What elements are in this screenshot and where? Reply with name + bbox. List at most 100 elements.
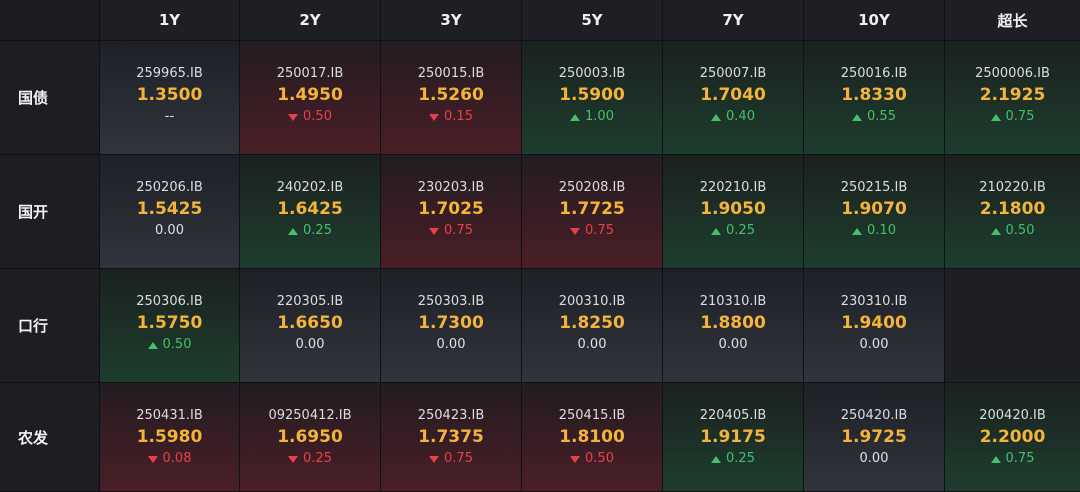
yield-value: 1.5425 [136,199,203,219]
quote-cell[interactable]: 200310.IB 1.8250 0.00 [522,269,663,383]
yield-change: 0.75 [990,108,1034,126]
change-value: 0.08 [162,451,192,466]
quote-cell[interactable]: 250420.IB 1.9725 0.00 [804,383,945,492]
quote-cell[interactable]: 220210.IB 1.9050 0.25 [663,155,804,269]
quote-cell[interactable]: 200420.IB 2.2000 0.75 [945,383,1080,492]
quote-cell[interactable]: 250431.IB 1.5980 0.08 [100,383,240,492]
quote-cell[interactable]: 220305.IB 1.6650 0.00 [240,269,381,383]
quote-cell[interactable]: 250016.IB 1.8330 0.55 [804,41,945,155]
column-header-0[interactable]: 1Y [100,0,240,41]
quote-cell[interactable]: 230203.IB 1.7025 0.75 [381,155,522,269]
triangle-up-icon [288,227,299,235]
bond-code: 230203.IB [417,180,485,195]
quote-cell[interactable]: 210220.IB 2.1800 0.50 [945,155,1080,269]
triangle-up-icon [990,455,1001,463]
yield-value: 1.9400 [841,313,907,333]
change-value: 0.50 [162,337,192,352]
triangle-up-icon [570,113,581,121]
yield-change: 0.75 [429,450,473,468]
empty-cell [945,269,1080,383]
quote-cell[interactable]: 240202.IB 1.6425 0.25 [240,155,381,269]
change-value: 0.00 [155,223,184,238]
bond-code: 200310.IB [558,294,626,309]
change-value: 0.00 [718,337,748,352]
column-header-6[interactable]: 超长 [945,0,1080,41]
quote-cell[interactable]: 2500006.IB 2.1925 0.75 [945,41,1080,155]
change-value: 0.75 [1005,451,1035,466]
triangle-down-icon [429,227,440,235]
yield-value: 1.5260 [418,85,484,105]
bond-code: 259965.IB [136,66,203,81]
column-header-4[interactable]: 7Y [663,0,804,41]
bond-code: 250208.IB [558,180,626,195]
quote-cell[interactable]: 250007.IB 1.7040 0.40 [663,41,804,155]
yield-change: 1.00 [570,108,614,126]
quote-cell[interactable]: 09250412.IB 1.6950 0.25 [240,383,381,492]
row-label: 口行 [0,269,100,383]
yield-change: 0.00 [578,336,607,354]
yield-change: 0.00 [860,336,889,354]
quote-cell[interactable]: 250015.IB 1.5260 0.15 [381,41,522,155]
quote-cell[interactable]: 220405.IB 1.9175 0.25 [663,383,804,492]
bond-code: 250423.IB [417,408,485,423]
row-label: 国债 [0,41,100,155]
triangle-up-icon [852,113,863,121]
quote-cell[interactable]: 250206.IB 1.5425 0.00 [100,155,240,269]
triangle-up-icon [711,227,722,235]
yield-change: 0.00 [296,336,325,354]
change-value: -- [164,109,175,124]
yield-value: 2.1925 [979,85,1046,105]
column-header-5[interactable]: 10Y [804,0,945,41]
change-value: 1.00 [585,109,614,124]
change-value: 0.75 [585,223,614,238]
quote-cell[interactable]: 259965.IB 1.3500 -- [100,41,240,155]
quote-cell[interactable]: 250306.IB 1.5750 0.50 [100,269,240,383]
triangle-down-icon [288,455,299,463]
bond-code: 220210.IB [699,180,767,195]
triangle-down-icon [570,227,581,235]
quote-cell[interactable]: 250415.IB 1.8100 0.50 [522,383,663,492]
quote-cell[interactable]: 250423.IB 1.7375 0.75 [381,383,522,492]
quote-cell[interactable]: 250215.IB 1.9070 0.10 [804,155,945,269]
yield-value: 1.5750 [136,313,203,333]
triangle-up-icon [990,113,1001,121]
yield-change: 0.40 [711,108,755,126]
quote-cell[interactable]: 250003.IB 1.5900 1.00 [522,41,663,155]
change-value: 0.40 [726,109,755,124]
yield-change: 0.25 [288,450,332,468]
yield-value: 1.9725 [841,427,907,447]
yield-value: 1.8100 [559,427,625,447]
triangle-down-icon [429,113,440,121]
change-value: 0.00 [577,337,607,352]
yield-value: 1.7300 [418,313,484,333]
change-value: 0.15 [444,109,473,124]
change-value: 0.25 [303,451,332,466]
yield-change: 0.00 [719,336,748,354]
bond-code: 250206.IB [136,180,203,195]
yield-change: 0.25 [711,450,755,468]
yield-change: 0.50 [288,108,332,126]
change-value: 0.25 [726,223,755,238]
yield-value: 1.7025 [418,199,484,219]
bond-code: 250420.IB [840,408,908,423]
triangle-up-icon [852,227,863,235]
column-header-3[interactable]: 5Y [522,0,663,41]
yield-change: 0.75 [429,222,473,240]
yield-value: 1.6425 [277,199,343,219]
quote-cell[interactable]: 210310.IB 1.8800 0.00 [663,269,804,383]
yield-change: 0.55 [852,108,896,126]
column-header-2[interactable]: 3Y [381,0,522,41]
yield-value: 1.6950 [277,427,343,447]
triangle-up-icon [147,341,158,349]
quote-cell[interactable]: 230310.IB 1.9400 0.00 [804,269,945,383]
column-header-1[interactable]: 2Y [240,0,381,41]
yield-value: 2.1800 [979,199,1046,219]
yield-value: 2.2000 [979,427,1046,447]
change-value: 0.50 [585,451,614,466]
quote-cell[interactable]: 250303.IB 1.7300 0.00 [381,269,522,383]
quote-cell[interactable]: 250017.IB 1.4950 0.50 [240,41,381,155]
yield-value: 1.9050 [700,199,766,219]
quote-cell[interactable]: 250208.IB 1.7725 0.75 [522,155,663,269]
change-value: 0.00 [295,337,325,352]
